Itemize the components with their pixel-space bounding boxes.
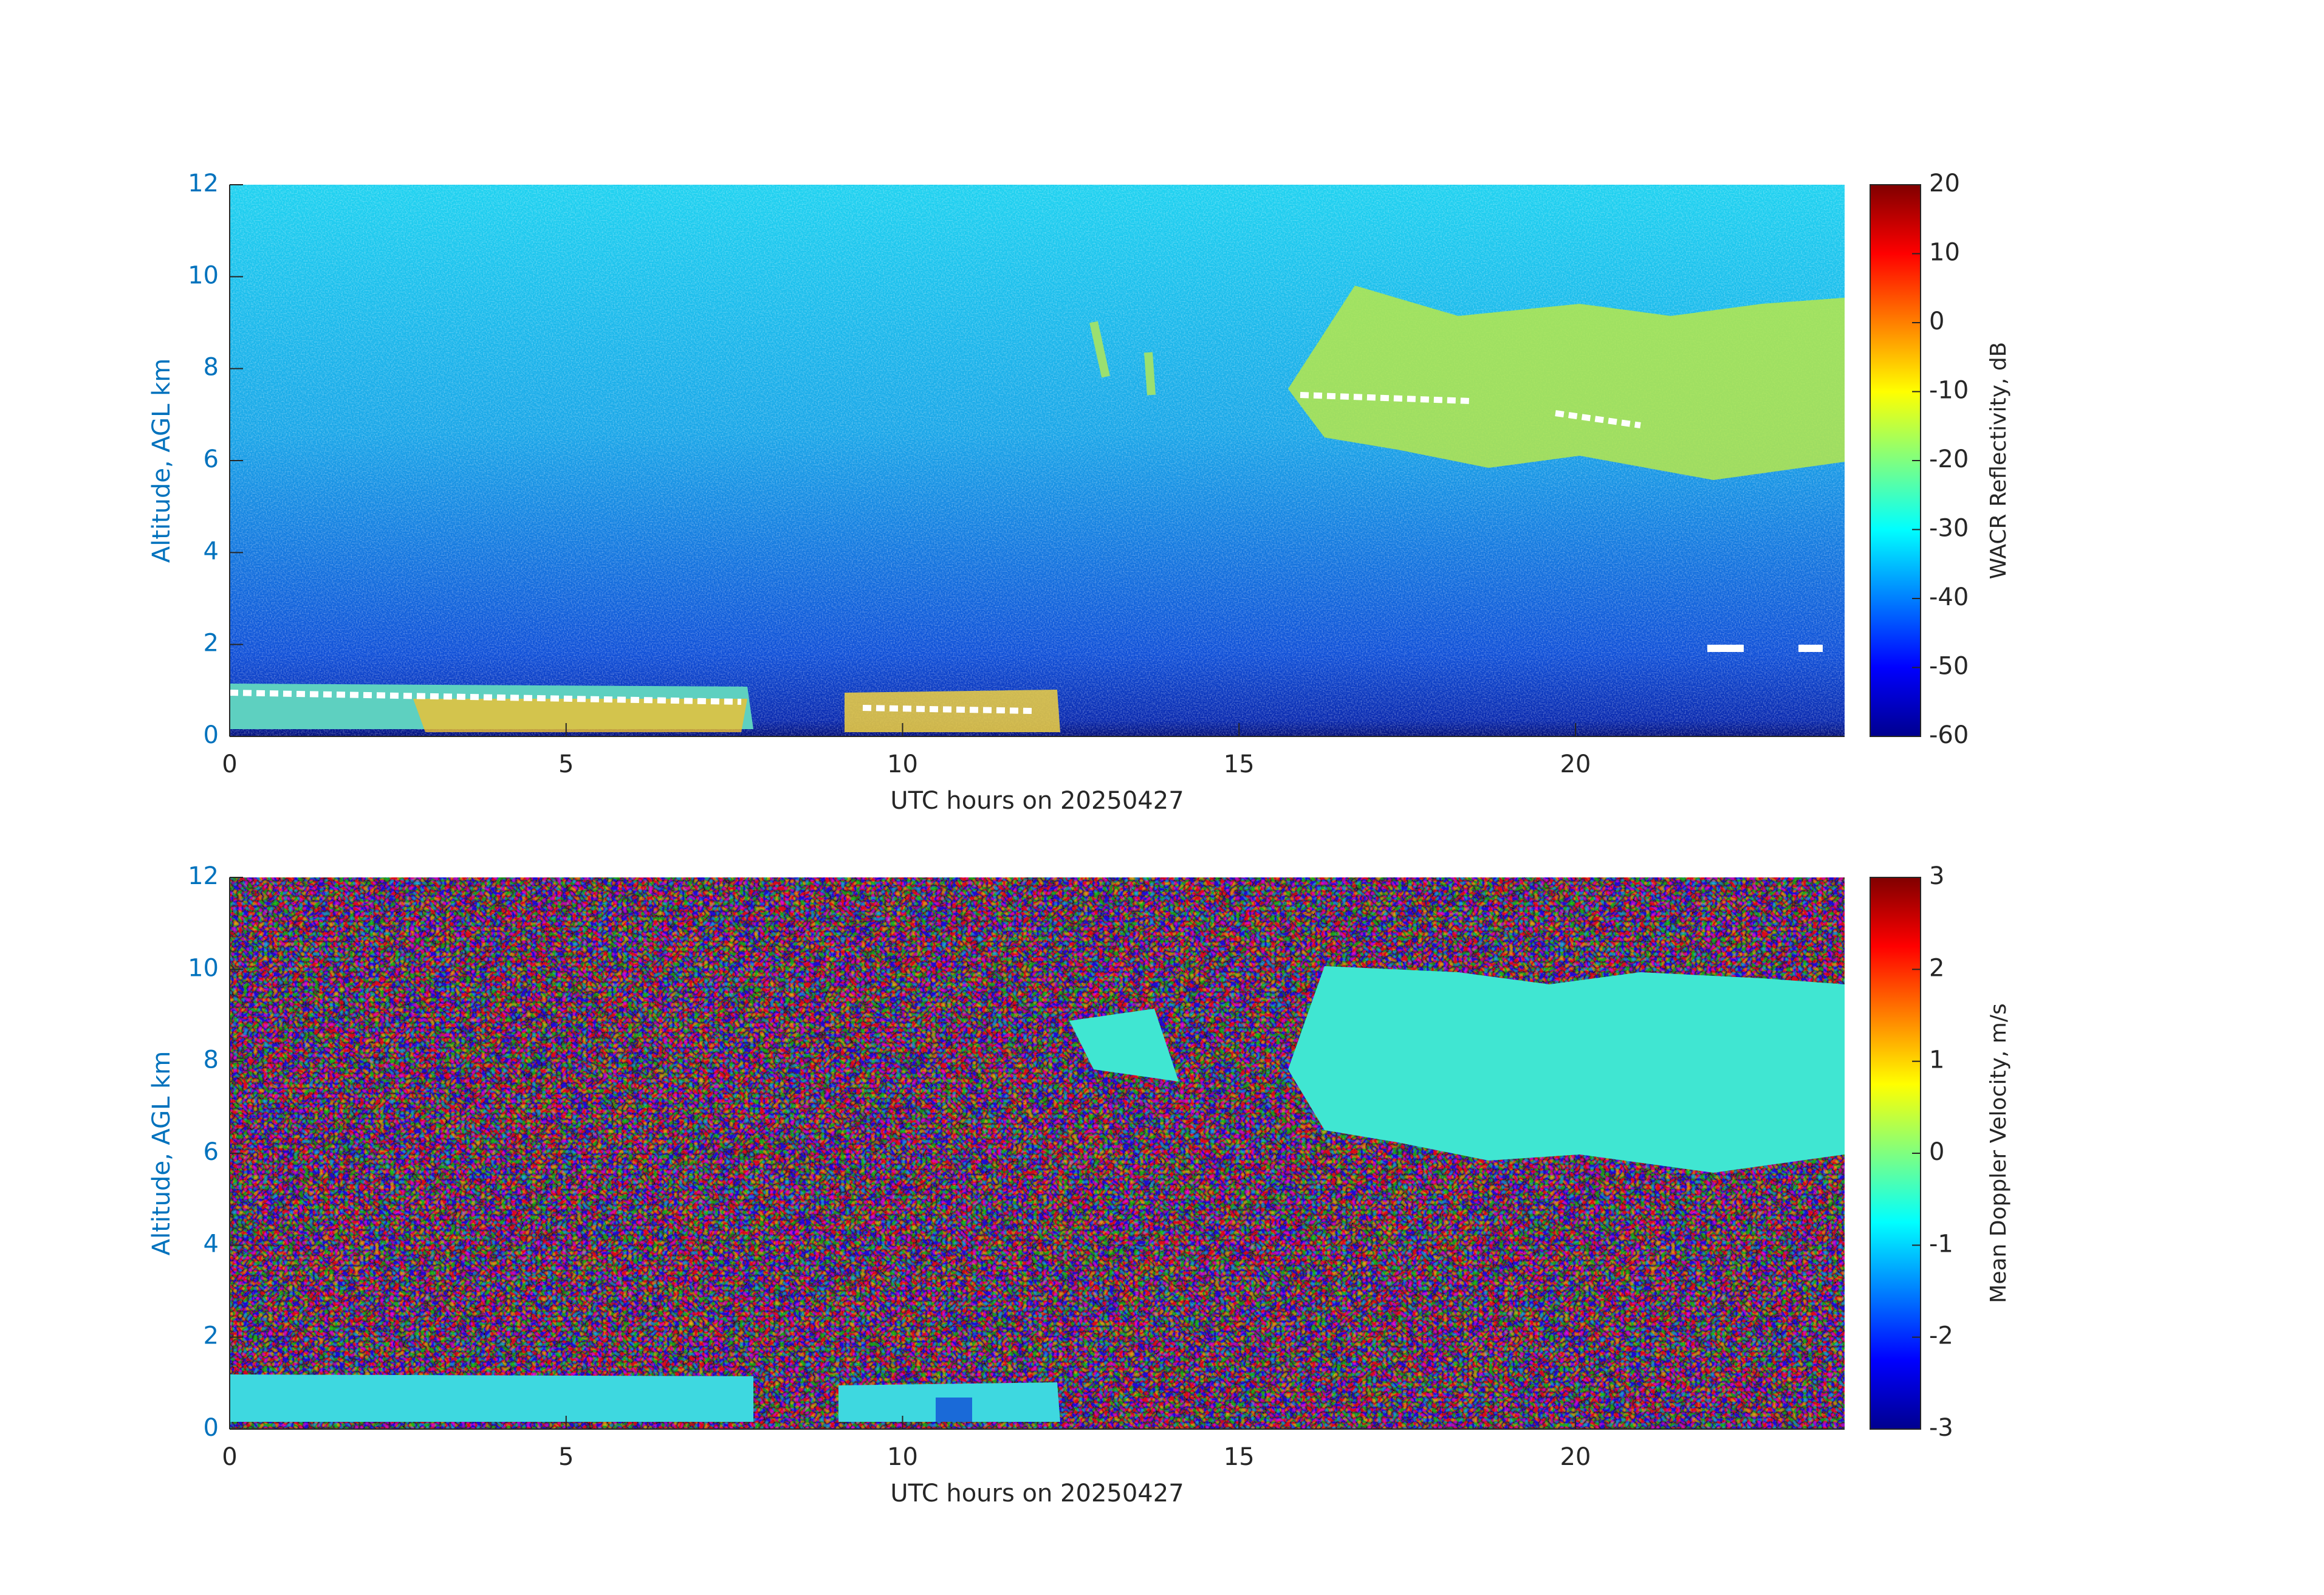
y-tick-label: 2 [204,1322,219,1350]
x-axis-label: UTC hours on 20250427 [890,787,1184,815]
colorbar-tick-label: -40 [1929,583,1969,611]
y-tick-label: 8 [204,354,219,382]
y-tick-label: 6 [204,445,219,473]
y-tick-label: 12 [188,862,219,890]
colorbar-label: WACR Reflectivity, dB [1986,342,2011,580]
x-tick-label: 20 [1560,750,1591,778]
x-tick-label: 20 [1560,1443,1591,1471]
colorbar-tick-label: -3 [1929,1414,1953,1442]
x-tick-label: 5 [558,1443,574,1471]
colorbar-label: Mean Doppler Velocity, m/s [1986,1003,2011,1303]
y-tick-label: 4 [204,537,219,565]
y-tick-label: 0 [204,1414,219,1442]
x-tick-label: 0 [222,1443,237,1471]
x-tick-label: 0 [222,750,237,778]
y-axis-label: Altitude, AGL km [148,1051,176,1256]
x-tick-label: 15 [1224,1443,1255,1471]
y-tick-label: 8 [204,1046,219,1074]
colorbar-tick-label: -2 [1929,1322,1953,1350]
colorbar-tick-label: -1 [1929,1230,1953,1258]
colorbar-tick-label: 0 [1929,1138,1944,1166]
colorbar-tick-label: 20 [1929,170,1960,197]
colorbar-tick-label: -10 [1929,377,1969,405]
y-tick-label: 12 [188,170,219,197]
colorbar-tick-label: 1 [1929,1046,1944,1074]
colorbar-tick-label: -60 [1929,721,1969,749]
panel-1-image [229,185,1845,736]
y-tick-label: 6 [204,1138,219,1166]
x-tick-label: 10 [887,1443,918,1471]
colorbar-tick-label: -20 [1929,445,1969,473]
x-tick-label: 15 [1224,750,1255,778]
y-tick-label: 10 [188,261,219,289]
colorbar-tick-label: 3 [1929,862,1944,890]
colorbar-tick-label: -30 [1929,515,1969,543]
x-axis-label: UTC hours on 20250427 [890,1480,1184,1508]
x-tick-label: 5 [558,750,574,778]
colorbar-tick-label: 0 [1929,307,1944,335]
colorbar-tick-label: 10 [1929,239,1960,267]
colorbar-tick-label: 2 [1929,954,1944,982]
y-tick-label: 2 [204,629,219,657]
y-tick-label: 10 [188,954,219,982]
y-axis-label: Altitude, AGL km [148,358,176,563]
panel-2-image [230,877,1845,1429]
y-tick-label: 0 [204,721,219,749]
colorbar-tick-label: -50 [1929,653,1969,681]
y-tick-label: 4 [204,1230,219,1258]
x-tick-label: 10 [887,750,918,778]
